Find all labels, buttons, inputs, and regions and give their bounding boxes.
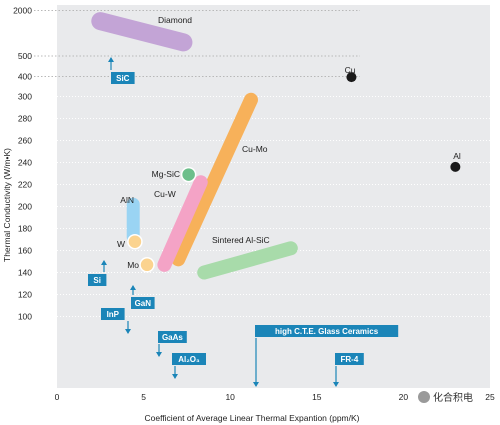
mg-sic-label: Mg-SiC (152, 169, 180, 179)
grid (34, 10, 490, 317)
y-tick-label: 400 (18, 72, 32, 82)
arrow-markers: SiC Si GaN InP GaAs Al₂O₃ high C.T.E. Glass Ce… (88, 57, 399, 387)
mo-point (139, 257, 155, 273)
y-tick-label: 500 (18, 51, 32, 61)
y-tick-label: 300 (18, 92, 32, 102)
fr-4-label: FR-4 (341, 355, 359, 364)
y-tick-label: 240 (18, 158, 32, 168)
y-tick-label: 100 (18, 312, 32, 322)
plot-background (57, 5, 490, 388)
y-tick-label: 260 (18, 136, 32, 146)
y-tick-label: 200 (18, 202, 32, 212)
cu-w-label: Cu-W (154, 189, 176, 199)
wechat-icon (418, 390, 430, 403)
sic-label-box (111, 72, 135, 84)
gan-arrow-head (130, 285, 136, 290)
gan-label: GaN (135, 299, 152, 308)
al-o-label: Al₂O₃ (178, 355, 200, 364)
fr-4-arrow-head (333, 382, 339, 387)
fr-4-label-box (335, 353, 364, 365)
diamond-label: Diamond (158, 15, 192, 25)
gaas-arrow-head (156, 352, 162, 357)
sic-label: SiC (116, 74, 130, 83)
si-label: Si (93, 276, 101, 285)
x-tick-label: 5 (141, 392, 146, 402)
gaas-label-box (158, 331, 187, 343)
x-tick-label: 20 (399, 392, 409, 402)
watermark: 化合积电 (418, 389, 473, 404)
cu-w-band (157, 175, 208, 272)
x-tick-label: 15 (312, 392, 322, 402)
y-tick-labels: 100 120 140 160 180 200 220 240 260 280 300 400 500 2… (13, 6, 32, 322)
gaas-label: GaAs (162, 333, 183, 342)
y-tick-label: 280 (18, 114, 32, 124)
y-tick-label: 160 (18, 246, 32, 256)
cu-label: Cu (345, 65, 356, 75)
al-o-arrow-head (172, 374, 178, 379)
inp-label-box (101, 308, 125, 320)
sintered-al-sic-band (197, 241, 298, 280)
y-tick-label: 120 (18, 290, 32, 300)
high-c-t-e-glass-ceramics-arrow-head (253, 382, 259, 387)
diamond-band (91, 12, 193, 52)
w-label: W (117, 239, 125, 249)
high-c-t-e-glass-ceramics-label-box (255, 325, 399, 337)
x-tick-labels: 0 5 10 15 20 25 (55, 392, 495, 402)
w-point (127, 233, 143, 250)
y-tick-label: 2000 (13, 6, 32, 16)
y-tick-label: 140 (18, 268, 32, 278)
sintered-al-sic-label: Sintered Al-SiC (212, 235, 270, 245)
watermark-text: 化合积电 (433, 393, 473, 404)
al-o-label-box (172, 353, 206, 365)
cu-mo-band (171, 92, 258, 267)
y-tick-label: 220 (18, 180, 32, 190)
y-tick-label: 180 (18, 224, 32, 234)
al-label: Al (453, 151, 461, 161)
y-axis-title: Thermal Conductivity (W/m•K) (2, 148, 12, 262)
gan-label-box (131, 297, 155, 309)
high-c-t-e-glass-ceramics-label: high C.T.E. Glass Ceramics (275, 327, 379, 336)
material-points: Diamond Cu-Mo Cu-W Sintered Al-SiC AlN Mg-SiC… (117, 15, 461, 273)
aln-label: AlN (120, 195, 134, 205)
x-axis-title: Coefficient of Average Linear Thermal Ex… (145, 413, 360, 423)
inp-arrow-head (125, 329, 131, 334)
x-tick-label: 10 (225, 392, 235, 402)
al-point (450, 161, 461, 172)
material-bands (91, 12, 298, 280)
x-tick-label: 25 (485, 392, 495, 402)
cu-mo-label: Cu-Mo (242, 144, 268, 154)
cu-point (346, 72, 357, 83)
si-arrow-head (101, 260, 107, 265)
mo-label: Mo (127, 260, 139, 270)
x-tick-label: 0 (55, 392, 60, 402)
si-label-box (88, 274, 107, 286)
sic-arrow-head (108, 57, 114, 62)
mg-sic-point (180, 166, 197, 183)
inp-label: InP (107, 310, 120, 319)
